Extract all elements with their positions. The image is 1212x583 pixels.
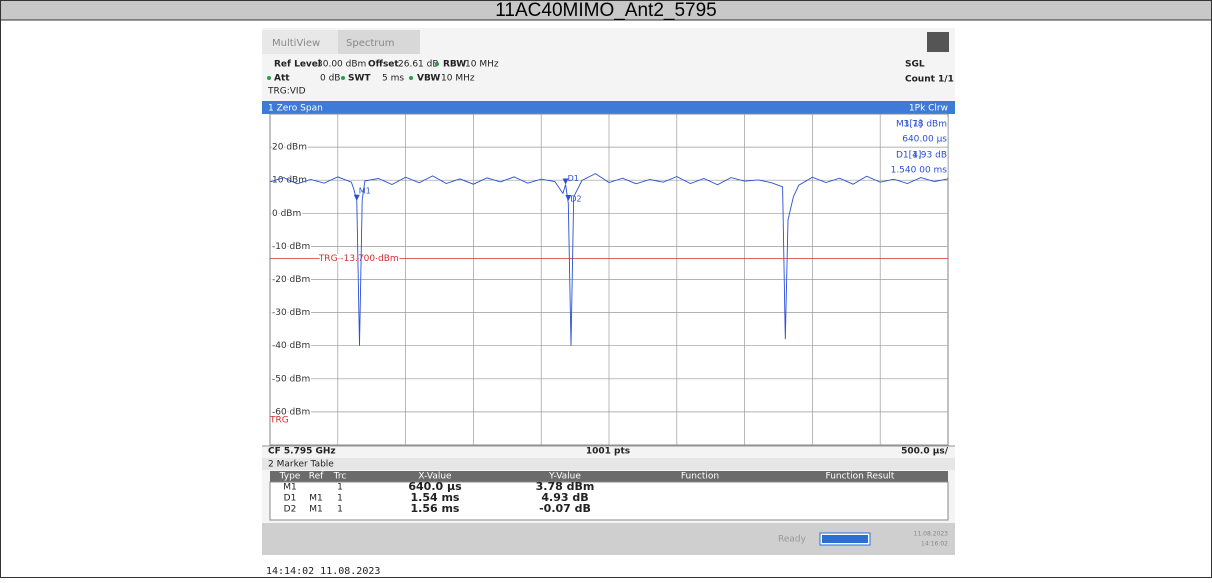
title: 11AC40MIMO_Ant2_5795 [495,0,716,21]
label: Ref Level [274,60,321,70]
indicator [341,76,345,80]
table-cell: 1.54 ms [411,491,460,504]
y-tick-label: 0 dBm [272,209,301,219]
table-header: Ref [309,472,324,482]
label: Att [274,74,290,84]
table-cell: D2 [284,505,297,515]
title-bar [0,0,1212,20]
value: 0 dB [320,74,340,84]
marker-label: D1 [568,174,579,183]
table-cell: 4.93 dB [541,491,588,504]
menu-button[interactable] [927,32,949,52]
y-tick-label: -20 dBm [272,275,310,285]
marker [562,178,569,185]
table-header: Type [279,472,301,482]
label: RBW [443,60,466,70]
marker-name: D1[1] [896,151,921,161]
y-tick-label: -30 dBm [272,308,310,318]
marker [565,195,572,202]
y-tick-label: -50 dBm [272,374,310,384]
trace [269,173,949,346]
status-time: 14:16:02 [921,541,948,548]
count: Count 1/1 [905,75,954,85]
footer-left: CF 5.795 GHz [268,447,336,457]
table-title-bar [262,458,955,470]
trace-mode: 1Pk Clrw [909,104,948,114]
tab-label[interactable]: MultiView [272,38,320,49]
tab[interactable] [262,30,342,54]
table-cell: M1 [309,505,323,515]
progress-fill [822,535,868,543]
marker-value: 3.78 dBm [903,120,947,130]
y-tick-label: 20 dBm [272,143,307,153]
table-header: X-Value [418,472,452,482]
table-title: 2 Marker Table [268,460,334,470]
timestamp: 14:14:02 11.08.2023 [266,566,380,577]
footer-center: 1001 pts [586,447,630,457]
marker [353,194,360,201]
marker-name: M1[1] [896,120,922,130]
trigger-marker: TRG [269,416,289,426]
indicator [409,76,413,80]
table-header: Function [681,472,719,482]
status-state: Ready [778,535,807,545]
table-cell: 3.78 dBm [536,480,595,493]
marker-value: 4.93 dB [912,151,947,161]
tab[interactable] [338,30,420,54]
table-cell: D1 [284,494,297,504]
label: VBW [417,74,440,84]
sweep-mode: SGL [905,60,925,70]
marker-label: M1 [359,186,371,195]
tab-label[interactable]: Spectrum [346,38,394,49]
y-tick-label: -40 dBm [272,341,310,351]
window-bar [262,101,955,114]
table-cell: 1 [337,483,343,493]
table-cell: M1 [283,483,297,493]
table-header: Y-Value [548,472,581,482]
table-cell: M1 [309,494,323,504]
y-tick-label: -10 dBm [272,242,310,252]
y-tick-label: -60 dBm [272,407,310,417]
window-title: 1 Zero Span [268,104,323,114]
table-header: Trc [333,472,347,482]
status-date: 11.08.2023 [914,531,949,538]
value: 10 MHz [441,74,475,84]
value: 26.61 dB [398,60,439,70]
trigger-mode: TRG:VID [267,87,306,97]
table-cell: 1 [337,505,343,515]
marker-pos: 1.540 00 ms [891,166,948,176]
marker-label: D2 [570,195,581,204]
table-body [269,481,949,521]
indicator [267,76,271,80]
table-header: Function Result [826,472,895,482]
label: SWT [348,74,371,84]
label: Offset [368,60,399,70]
indicator [435,62,439,66]
value: 30.00 dBm [317,60,366,70]
footer-right: 500.0 µs/ [901,447,949,457]
table-cell: 1.56 ms [411,502,460,515]
table-cell: 640.0 µs [408,480,462,493]
value: 5 ms [382,74,404,84]
value: 10 MHz [465,60,499,70]
table-header-bar [270,471,948,482]
marker-pos: 640.00 µs [902,135,947,145]
table-cell: 1 [337,494,343,504]
table-cell: -0.07 dB [539,502,591,515]
